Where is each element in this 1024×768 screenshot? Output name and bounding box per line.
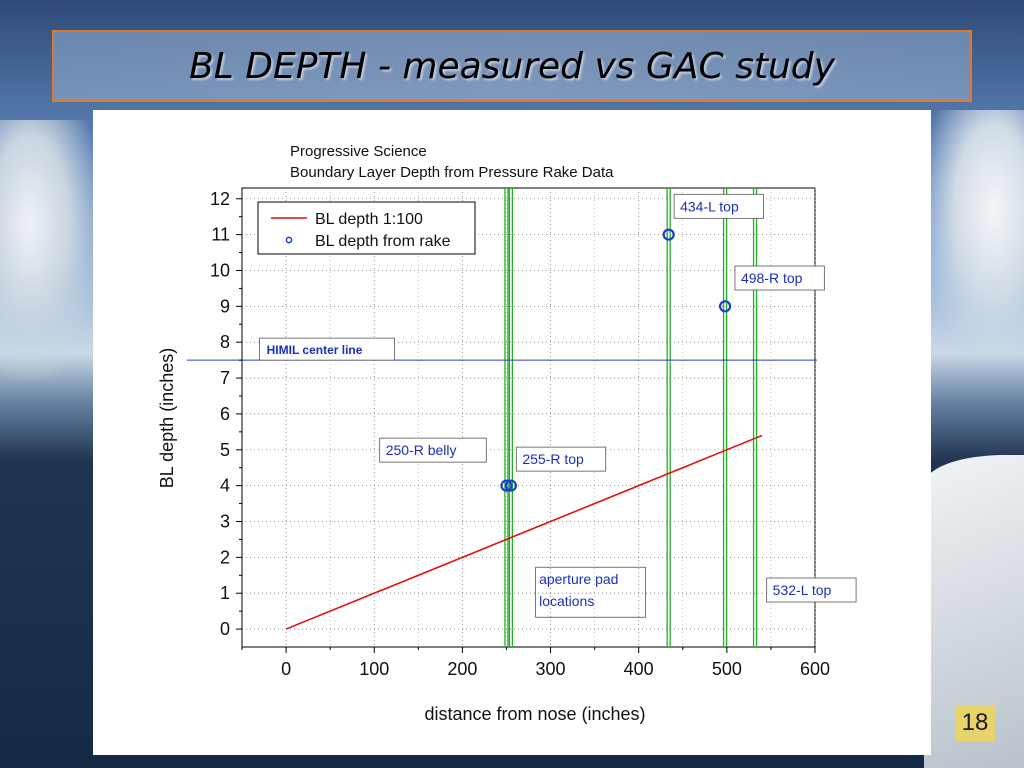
data-point-255-4 bbox=[504, 479, 517, 492]
horizontal-reference-lines: HIMIL center line bbox=[187, 337, 817, 361]
annotation-box-6 bbox=[766, 577, 857, 603]
y-tick-label-11: 11 bbox=[211, 225, 230, 245]
x-axis-label: distance from nose (inches) bbox=[424, 704, 645, 724]
y-tick-label-3: 3 bbox=[220, 511, 230, 531]
annotation-box-aperture bbox=[535, 566, 646, 618]
y-tick-label-7: 7 bbox=[220, 368, 230, 388]
annotation-6: 532-L top bbox=[773, 582, 832, 598]
plot-frame bbox=[241, 187, 816, 648]
page-number-badge: 18 bbox=[955, 705, 995, 741]
x-tick-label-500: 500 bbox=[712, 659, 742, 679]
annotation-1: 498-R top bbox=[741, 270, 803, 286]
y-tick-label-8: 8 bbox=[220, 332, 230, 352]
y-tick-label-6: 6 bbox=[220, 404, 230, 424]
page-number: 18 bbox=[961, 709, 989, 736]
x-tick-label-0: 0 bbox=[281, 659, 291, 679]
grid bbox=[242, 188, 816, 647]
cloud-background-left bbox=[0, 120, 100, 380]
vertical-reference-lines bbox=[504, 188, 758, 647]
y-tick-label-0: 0 bbox=[220, 619, 230, 639]
annotation-5: locations bbox=[539, 593, 594, 609]
y-tick-label-9: 9 bbox=[220, 296, 230, 316]
legend-box bbox=[257, 201, 476, 255]
annotation-box-1 bbox=[734, 265, 825, 291]
y-axis-label: BL depth (inches) bbox=[157, 348, 177, 488]
chart-subtitle: Boundary Layer Depth from Pressure Rake … bbox=[290, 164, 614, 181]
annotation-box-2 bbox=[379, 437, 487, 463]
data-point-498-9 bbox=[718, 300, 732, 313]
annotation-box-3 bbox=[515, 446, 607, 472]
y-tick-label-4: 4 bbox=[220, 476, 230, 496]
hline-label-box bbox=[259, 337, 396, 361]
annotation-box-0 bbox=[673, 193, 764, 219]
annotation-3: 255-R top bbox=[522, 451, 584, 467]
data-point-250-4 bbox=[500, 479, 513, 492]
y-tick-label-10: 10 bbox=[210, 260, 230, 280]
series-line-bl-depth-1-100 bbox=[285, 434, 763, 630]
annotation-2: 250-R belly bbox=[386, 442, 457, 458]
bl-depth-chart: HIMIL center line 0 100 200 300 400 500 600012… bbox=[157, 143, 857, 724]
y-tick-label-2: 2 bbox=[220, 547, 230, 567]
legend-marker-swatch bbox=[285, 236, 293, 244]
x-tick-label-200: 200 bbox=[447, 659, 477, 679]
slide-title-box: BL DEPTH - measured vs GAC study bbox=[52, 30, 972, 102]
data-point-434-11 bbox=[662, 228, 675, 241]
x-tick-label-300: 300 bbox=[536, 659, 566, 679]
y-tick-label-5: 5 bbox=[220, 440, 230, 460]
legend-label-rake: BL depth from rake bbox=[315, 233, 451, 250]
x-tick-label-600: 600 bbox=[800, 659, 830, 679]
chart-panel: HIMIL center line 0 100 200 300 400 500 600 0 1 2… bbox=[93, 110, 931, 755]
cloud-background-right bbox=[924, 110, 1024, 360]
annotations: 434-L top 498-R top 250-R belly 255-R top ap… bbox=[379, 193, 857, 618]
slide-title: BL DEPTH - measured vs GAC study bbox=[189, 45, 835, 87]
series-group bbox=[285, 228, 763, 630]
x-tick-label-100: 100 bbox=[359, 659, 389, 679]
y-tick-label-1: 1 bbox=[220, 583, 230, 603]
hline-label: HIMIL center line bbox=[267, 343, 363, 357]
legend-label-line: BL depth 1:100 bbox=[315, 211, 423, 228]
y-tick-label-12: 12 bbox=[210, 189, 230, 209]
annotation-0: 434-L top bbox=[680, 198, 739, 214]
chart-title: Progressive Science bbox=[290, 143, 427, 160]
annotation-4: aperture pad bbox=[539, 571, 618, 587]
x-tick-label-400: 400 bbox=[624, 659, 654, 679]
